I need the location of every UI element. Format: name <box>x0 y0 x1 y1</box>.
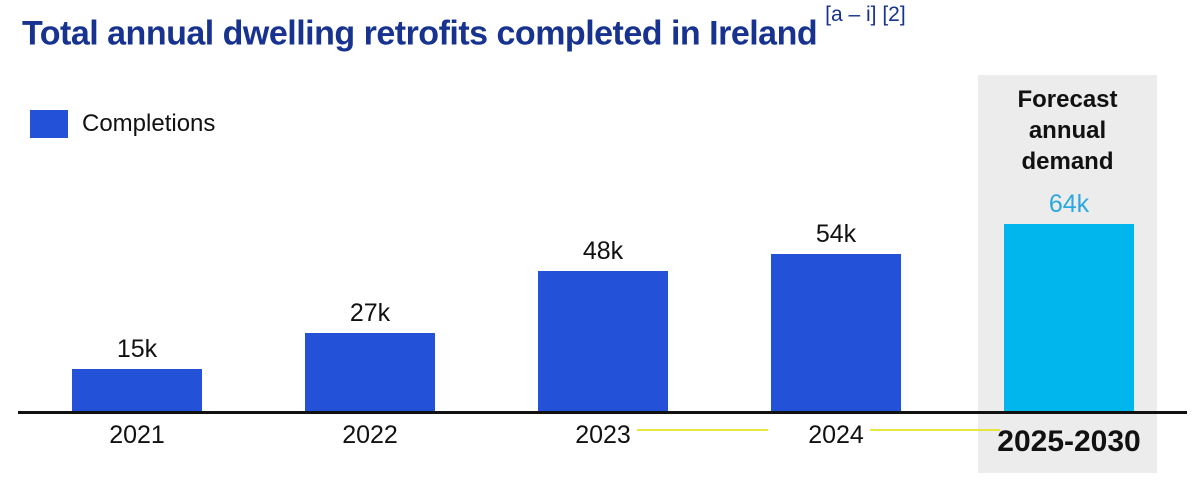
forecast-panel-header: Forecast annual demand <box>1017 86 1118 175</box>
bar-2025-2030 <box>1004 224 1134 413</box>
x-axis-label-2025-2030: 2025-2030 <box>997 425 1141 458</box>
legend: Completions <box>30 110 215 138</box>
bar-value-label-2022: 27k <box>349 299 391 327</box>
legend-label-completions: Completions <box>82 110 216 137</box>
x-axis-line <box>18 411 1187 414</box>
x-axis-label-2022: 2022 <box>342 421 398 449</box>
page-title: Total annual dwelling retrofits complete… <box>22 3 906 53</box>
bar-value-label-2021: 15k <box>116 335 158 363</box>
legend-swatch-completions <box>30 110 68 138</box>
bar-value-label-2024: 54k <box>815 220 857 248</box>
x-axis-label-2024: 2024 <box>808 421 864 449</box>
bar-2024 <box>771 254 901 413</box>
bar-2021 <box>72 369 202 413</box>
footnote-references: [a – i] [2] <box>825 3 906 26</box>
underline-accent-2024 <box>870 429 1000 431</box>
bar-2022 <box>305 333 435 413</box>
underline-accent-2023 <box>637 429 768 431</box>
x-axis-label-2021: 2021 <box>109 421 165 449</box>
bar-value-label-2025-2030: 64k <box>1048 190 1090 218</box>
bar-2023 <box>538 271 668 413</box>
page-title-text: Total annual dwelling retrofits complete… <box>22 14 818 53</box>
x-axis-label-2023: 2023 <box>575 421 631 449</box>
bar-value-label-2023: 48k <box>582 237 624 265</box>
